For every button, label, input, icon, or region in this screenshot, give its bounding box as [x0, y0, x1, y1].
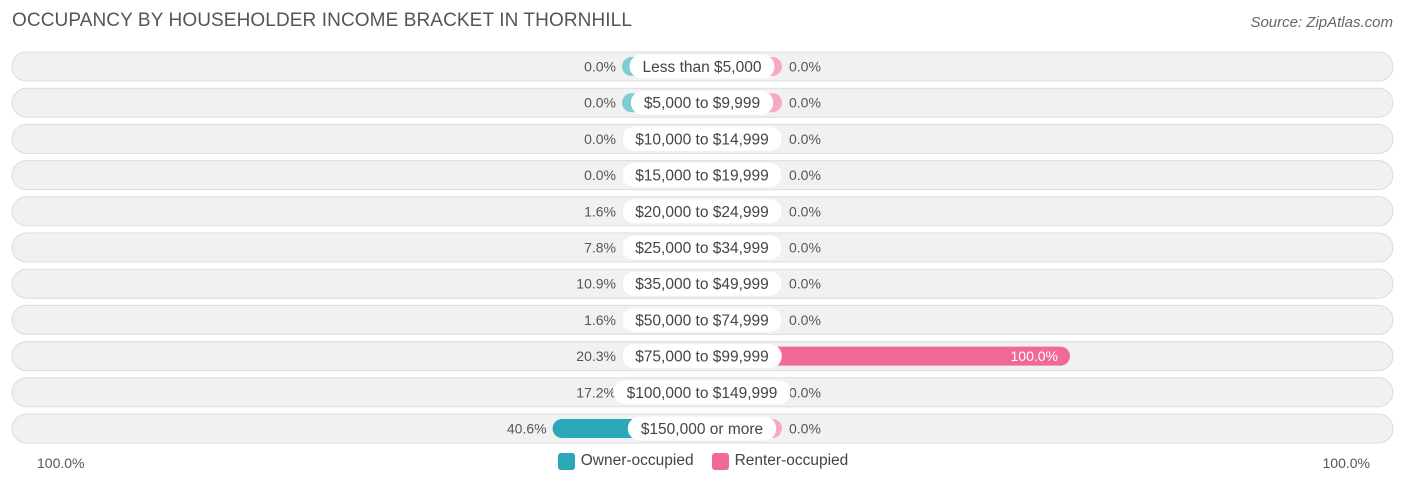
value-label-owner-20-000-to-24-999: 1.6% — [584, 203, 616, 219]
value-label-renter-50-000-to-74-999: 0.0% — [789, 312, 821, 328]
category-pill-15-000-to-19-999 — [622, 163, 782, 188]
category-pill-35-000-to-49-999 — [622, 271, 782, 296]
value-label-owner-less-than-5-000: 0.0% — [584, 59, 616, 75]
category-pill-75-000-to-99-999 — [622, 344, 782, 369]
value-label-renter-100-000-to-149-999: 0.0% — [789, 384, 821, 400]
diverging-bar-chart: 0.0% 0.0% Less than $5,000 0.0% 0.0% $5,000 t… — [11, 51, 1394, 444]
category-pill-50-000-to-74-999 — [622, 307, 782, 332]
category-label-35-000-to-49-999: $35,000 to $49,999 — [635, 276, 769, 293]
value-label-owner-25-000-to-34-999: 7.8% — [584, 240, 616, 256]
category-label-10-000-to-14-999: $10,000 to $14,999 — [635, 131, 769, 148]
legend: Owner-occupied Renter-occupied — [0, 452, 1406, 470]
legend-swatch-renter — [711, 452, 729, 470]
value-label-renter-75-000-to-99-999: 100.0% — [1011, 348, 1058, 364]
bar-renter-75-000-to-99-999 — [702, 346, 1070, 366]
category-label-20-000-to-24-999: $20,000 to $24,999 — [635, 204, 769, 221]
category-label-5-000-to-9-999: $5,000 to $9,999 — [644, 95, 760, 112]
axis-left-label: 100.0% — [37, 455, 85, 471]
category-label-150-000-or-more: $150,000 or more — [641, 421, 763, 438]
value-label-renter-less-than-5-000: 0.0% — [789, 59, 821, 75]
category-pill-5-000-to-9-999 — [630, 90, 774, 115]
chart-source: Source: ZipAtlas.com — [1250, 14, 1393, 31]
value-label-owner-15-000-to-19-999: 0.0% — [584, 167, 616, 183]
category-pill-100-000-to-149-999 — [613, 380, 791, 405]
value-label-renter-35-000-to-49-999: 0.0% — [789, 276, 821, 292]
legend-swatch-owner — [557, 452, 575, 470]
value-label-owner-50-000-to-74-999: 1.6% — [584, 312, 616, 328]
value-label-renter-5-000-to-9-999: 0.0% — [789, 95, 821, 111]
category-pill-less-than-5-000 — [629, 54, 775, 79]
value-label-owner-100-000-to-149-999: 17.2% — [576, 384, 616, 400]
axis-right-label: 100.0% — [1322, 455, 1370, 471]
legend-label-owner: Owner-occupied — [580, 452, 694, 469]
value-label-owner-5-000-to-9-999: 0.0% — [584, 95, 616, 111]
value-label-renter-15-000-to-19-999: 0.0% — [789, 167, 821, 183]
category-pill-20-000-to-24-999 — [622, 199, 782, 224]
category-pill-25-000-to-34-999 — [622, 235, 782, 260]
value-label-owner-75-000-to-99-999: 20.3% — [576, 348, 616, 364]
legend-label-renter: Renter-occupied — [734, 452, 849, 469]
legend-item-renter[interactable]: Renter-occupied — [711, 452, 849, 470]
value-label-renter-150-000-or-more: 0.0% — [789, 421, 821, 437]
value-label-owner-35-000-to-49-999: 10.9% — [576, 276, 616, 292]
category-label-25-000-to-34-999: $25,000 to $34,999 — [635, 240, 769, 257]
category-label-75-000-to-99-999: $75,000 to $99,999 — [635, 349, 769, 366]
value-label-renter-20-000-to-24-999: 0.0% — [789, 203, 821, 219]
chart-title: OCCUPANCY BY HOUSEHOLDER INCOME BRACKET … — [12, 10, 633, 31]
category-label-less-than-5-000: Less than $5,000 — [643, 59, 762, 76]
category-label-50-000-to-74-999: $50,000 to $74,999 — [635, 312, 769, 329]
value-label-owner-150-000-or-more: 40.6% — [507, 421, 547, 437]
category-label-100-000-to-149-999: $100,000 to $149,999 — [627, 385, 778, 402]
category-pill-10-000-to-14-999 — [622, 126, 782, 151]
legend-item-owner[interactable]: Owner-occupied — [557, 452, 694, 470]
value-label-owner-10-000-to-14-999: 0.0% — [584, 131, 616, 147]
value-label-renter-10-000-to-14-999: 0.0% — [789, 131, 821, 147]
category-pill-150-000-or-more — [627, 416, 777, 441]
value-label-renter-25-000-to-34-999: 0.0% — [789, 240, 821, 256]
category-label-15-000-to-19-999: $15,000 to $19,999 — [635, 168, 769, 185]
